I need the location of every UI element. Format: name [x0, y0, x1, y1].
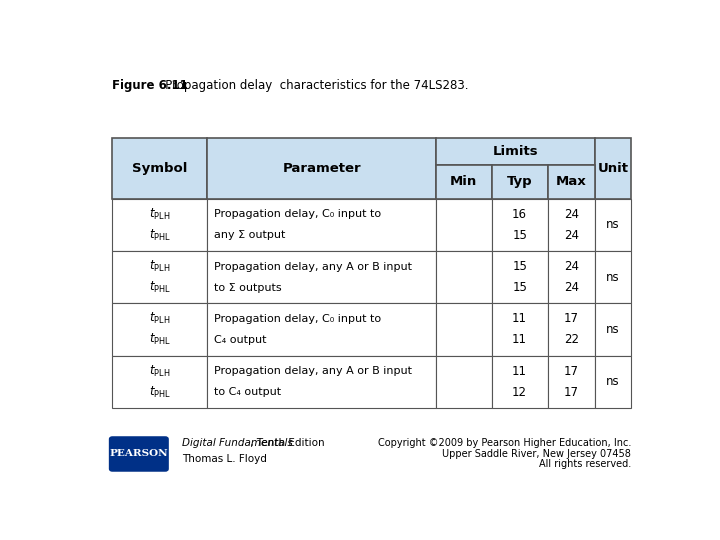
- Bar: [112, 251, 207, 303]
- Bar: [492, 251, 547, 303]
- Bar: [207, 199, 436, 251]
- Text: Limits: Limits: [492, 145, 539, 158]
- Bar: [436, 303, 492, 355]
- Text: to C₄ output: to C₄ output: [215, 387, 282, 397]
- Text: Propagation delay, C₀ input to: Propagation delay, C₀ input to: [215, 210, 382, 219]
- Bar: [112, 303, 207, 355]
- Text: 24: 24: [564, 260, 579, 273]
- Bar: [112, 355, 207, 408]
- Text: 17: 17: [564, 313, 579, 326]
- Bar: [436, 355, 492, 408]
- Text: Propagation delay, any A or B input: Propagation delay, any A or B input: [215, 262, 413, 272]
- Text: Propagation delay, C₀ input to: Propagation delay, C₀ input to: [215, 314, 382, 324]
- Bar: [547, 355, 595, 408]
- Text: 11: 11: [512, 364, 527, 378]
- Bar: [436, 138, 595, 165]
- Text: ns: ns: [606, 271, 620, 284]
- Bar: [595, 303, 631, 355]
- Bar: [436, 199, 492, 251]
- Bar: [436, 165, 492, 199]
- Bar: [595, 138, 631, 199]
- Text: Unit: Unit: [598, 161, 629, 174]
- Bar: [547, 165, 595, 199]
- Text: 17: 17: [564, 364, 579, 378]
- Text: 17: 17: [564, 386, 579, 399]
- Bar: [492, 355, 547, 408]
- Text: ns: ns: [606, 323, 620, 336]
- Text: Propagation delay, any A or B input: Propagation delay, any A or B input: [215, 366, 413, 376]
- Text: Max: Max: [556, 175, 587, 188]
- Bar: [112, 199, 207, 251]
- Text: $t_\mathrm{PLH}$: $t_\mathrm{PLH}$: [149, 207, 171, 222]
- Bar: [595, 199, 631, 251]
- Text: 24: 24: [564, 281, 579, 294]
- Text: any Σ output: any Σ output: [215, 230, 286, 240]
- Bar: [112, 138, 207, 199]
- Bar: [207, 355, 436, 408]
- Text: $t_\mathrm{PLH}$: $t_\mathrm{PLH}$: [149, 363, 171, 379]
- Text: Figure 6.11: Figure 6.11: [112, 79, 188, 92]
- Text: PEARSON: PEARSON: [109, 449, 168, 458]
- Text: 11: 11: [512, 333, 527, 346]
- Bar: [207, 138, 436, 199]
- Text: 15: 15: [512, 281, 527, 294]
- Bar: [207, 251, 436, 303]
- Bar: [547, 199, 595, 251]
- FancyBboxPatch shape: [109, 437, 168, 471]
- Text: Parameter: Parameter: [282, 161, 361, 174]
- Text: C₄ output: C₄ output: [215, 335, 267, 345]
- Bar: [547, 251, 595, 303]
- Text: 12: 12: [512, 386, 527, 399]
- Text: Symbol: Symbol: [132, 161, 187, 174]
- Text: 11: 11: [512, 313, 527, 326]
- Text: All rights reserved.: All rights reserved.: [539, 459, 631, 469]
- Text: Min: Min: [450, 175, 477, 188]
- Text: 15: 15: [512, 260, 527, 273]
- Text: ns: ns: [606, 375, 620, 388]
- Text: ns: ns: [606, 218, 620, 231]
- Bar: [547, 303, 595, 355]
- Text: $t_\mathrm{PHL}$: $t_\mathrm{PHL}$: [148, 280, 171, 295]
- Text: 16: 16: [512, 208, 527, 221]
- Bar: [492, 303, 547, 355]
- Text: 22: 22: [564, 333, 579, 346]
- Bar: [492, 165, 547, 199]
- Bar: [207, 303, 436, 355]
- Text: 15: 15: [512, 229, 527, 242]
- Text: $t_\mathrm{PLH}$: $t_\mathrm{PLH}$: [149, 312, 171, 327]
- Text: $t_\mathrm{PLH}$: $t_\mathrm{PLH}$: [149, 259, 171, 274]
- Text: 24: 24: [564, 208, 579, 221]
- Bar: [436, 251, 492, 303]
- Text: $t_\mathrm{PHL}$: $t_\mathrm{PHL}$: [148, 228, 171, 243]
- Text: Copyright ©2009 by Pearson Higher Education, Inc.: Copyright ©2009 by Pearson Higher Educat…: [378, 438, 631, 448]
- Bar: [595, 355, 631, 408]
- Bar: [595, 251, 631, 303]
- Text: , Tenth Edition: , Tenth Edition: [182, 438, 325, 448]
- Text: to Σ outputs: to Σ outputs: [215, 282, 282, 293]
- Text: Propagation delay  characteristics for the 74LS283.: Propagation delay characteristics for th…: [154, 79, 469, 92]
- Text: Digital Fundamentals: Digital Fundamentals: [182, 438, 293, 448]
- Bar: [492, 199, 547, 251]
- Text: Upper Saddle River, New Jersey 07458: Upper Saddle River, New Jersey 07458: [442, 449, 631, 459]
- Text: Typ: Typ: [507, 175, 533, 188]
- Text: Thomas L. Floyd: Thomas L. Floyd: [182, 454, 267, 464]
- Text: 24: 24: [564, 229, 579, 242]
- Text: $t_\mathrm{PHL}$: $t_\mathrm{PHL}$: [148, 384, 171, 400]
- Text: $t_\mathrm{PHL}$: $t_\mathrm{PHL}$: [148, 332, 171, 347]
